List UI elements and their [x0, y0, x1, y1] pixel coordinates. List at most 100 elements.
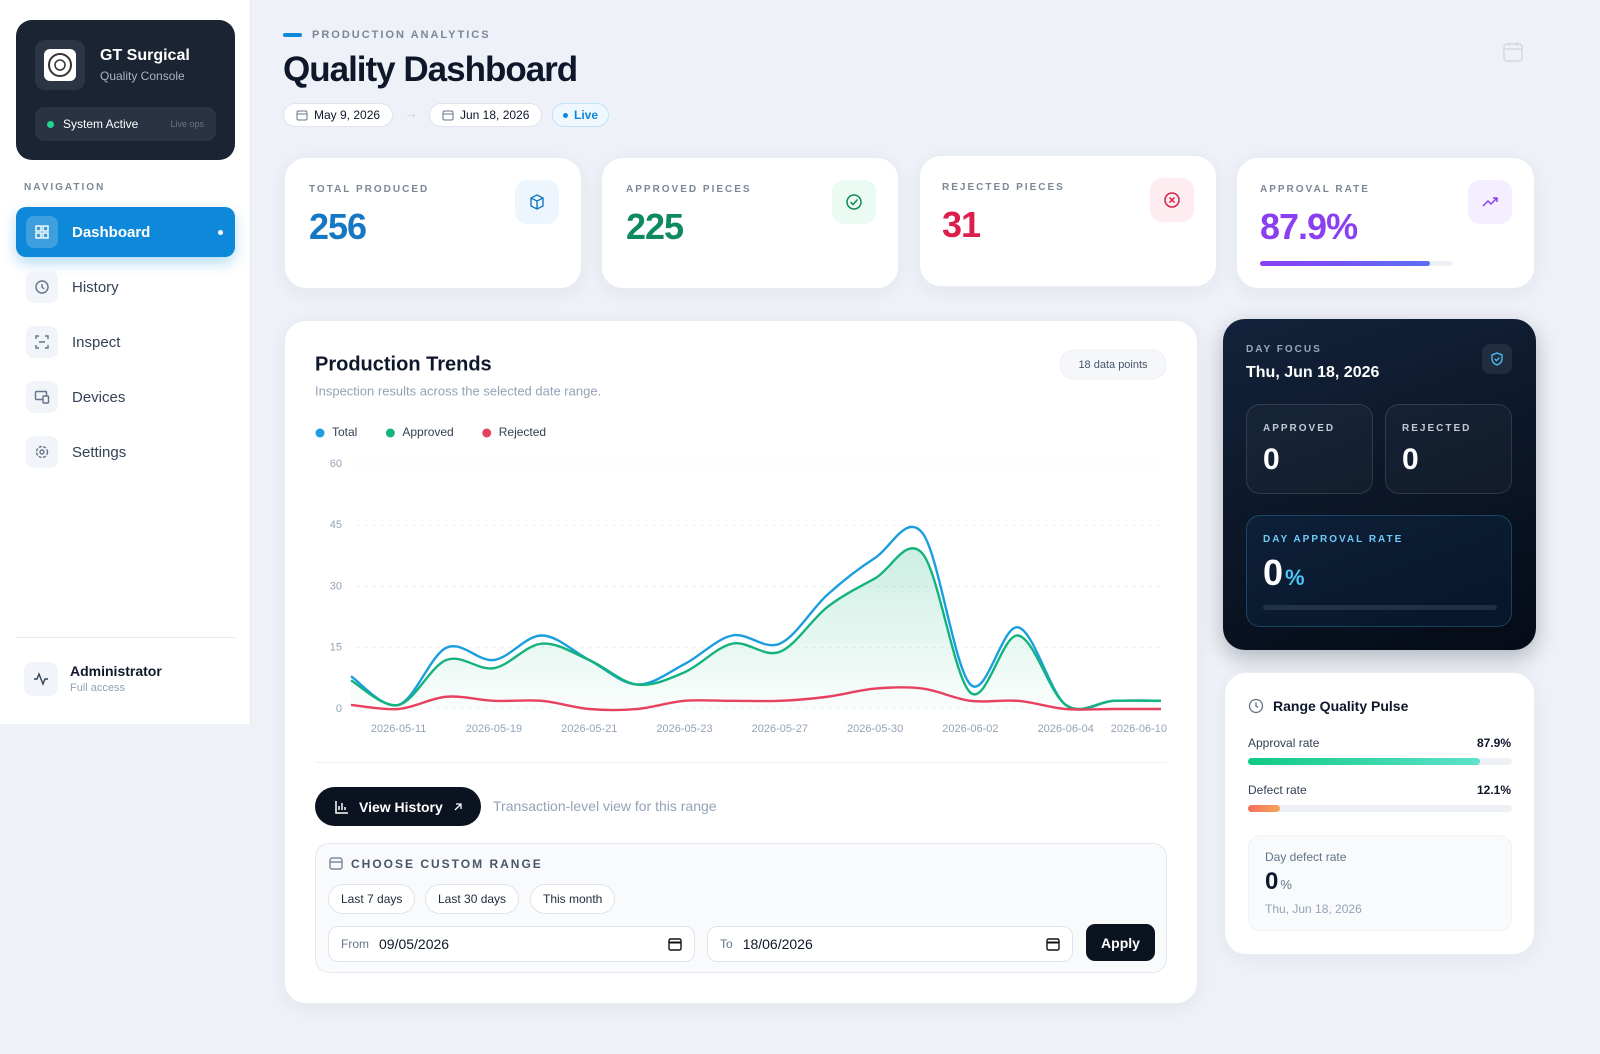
line: [350, 547, 1162, 711]
brand-logo: [35, 40, 85, 90]
metric-value: 12.1%: [1476, 783, 1511, 797]
nav-item[interactable]: Dashboard: [16, 207, 235, 257]
shield-badge: [1482, 344, 1512, 374]
nav-heading: NAVIGATION: [24, 182, 106, 193]
brand-subtitle: Quality Console: [100, 69, 185, 83]
input-value: 09/05/2026: [379, 936, 450, 952]
rate-label: DAY APPROVAL RATE: [1263, 534, 1404, 545]
badge-bg: [1059, 349, 1167, 380]
x-tick-label: 2026-05-19: [466, 723, 522, 735]
nav-item[interactable]: Devices: [16, 372, 235, 422]
box-label: REJECTED: [1402, 423, 1472, 434]
metric-value: 87.9%: [1476, 736, 1511, 750]
y-tick-label: 60: [330, 458, 342, 470]
legend-dot: [315, 428, 325, 438]
brand-name: GT Surgical: [100, 47, 190, 64]
calendar-icon: [668, 938, 682, 951]
preset[interactable]: Last 30 days: [425, 884, 520, 914]
date-to-text: Jun 18, 2026: [460, 108, 530, 122]
date-from[interactable]: May 9, 2026: [283, 103, 394, 127]
kpi-card: TOTAL PRODUCED 256: [284, 157, 582, 289]
user-avatar: [24, 662, 58, 696]
input-label: From: [341, 937, 369, 951]
external-icon: [454, 802, 462, 810]
nav-label: History: [72, 278, 119, 296]
trend-icon: [1482, 197, 1498, 207]
button-label: View History: [359, 798, 443, 815]
kpi-label: APPROVED PIECES: [626, 184, 752, 195]
page-title: Quality Dashboard: [283, 50, 578, 89]
line: [350, 686, 1161, 712]
apply-button[interactable]: Apply: [1086, 924, 1155, 961]
metric-label: Defect rate: [1248, 783, 1307, 797]
x-tick-label: 2026-05-23: [656, 723, 712, 735]
rate-number: 0: [1263, 552, 1284, 593]
y-tick-label: 45: [330, 519, 342, 531]
progress-track: [1248, 758, 1512, 765]
kpi-card: REJECTED PIECES 31: [919, 155, 1217, 287]
user-role: Full access: [70, 682, 126, 694]
kpi-label: REJECTED PIECES: [942, 182, 1065, 193]
chart-title: Production Trends: [315, 353, 492, 375]
rate-box: DAY APPROVAL RATE 0%: [1246, 515, 1512, 627]
kpi-icon: [1468, 180, 1512, 224]
inspect-icon: [35, 335, 49, 349]
kpi-icon: [515, 180, 559, 224]
chart-badge: 18 data points: [1078, 359, 1148, 371]
day-defect-box: Day defect rate 0% Thu, Jun 18, 2026: [1248, 835, 1512, 931]
kpi-value: 256: [309, 206, 367, 247]
kpi-value: 225: [626, 206, 684, 247]
kpi-label: TOTAL PRODUCED: [309, 184, 430, 195]
nav-item[interactable]: Settings: [16, 427, 235, 477]
preset[interactable]: This month: [530, 884, 616, 914]
date-from-text: May 9, 2026: [314, 108, 381, 122]
progress-bar: [1248, 758, 1481, 765]
calendar-button[interactable]: [1502, 41, 1524, 63]
nav-item[interactable]: Inspect: [16, 317, 235, 367]
calendar-icon: [296, 110, 308, 121]
day-defect-label: Day defect rate: [1265, 850, 1347, 864]
x-tick-label: 2026-05-21: [561, 723, 617, 735]
day-defect-value: 0%: [1265, 868, 1292, 896]
live-dot: [563, 112, 568, 118]
calendar-icon: [1046, 938, 1060, 951]
bar-icon: [335, 800, 348, 814]
nav-label: Settings: [72, 443, 127, 461]
y-tick-label: 15: [330, 642, 342, 654]
user-name: Administrator: [70, 663, 162, 679]
progress-bar: [1248, 805, 1280, 812]
history-note: Transaction-level view for this range: [493, 798, 717, 814]
x-tick-label: 2026-06-10: [1111, 723, 1167, 735]
eyebrow-bar: [283, 33, 302, 37]
y-tick-label: 30: [330, 580, 342, 592]
view-history-button[interactable]: View History: [315, 787, 481, 826]
y-tick-label: 0: [336, 703, 342, 715]
kpi-value: 31: [942, 204, 981, 245]
from-input[interactable]: From 09/05/2026: [328, 926, 695, 962]
kpi-icon: [1150, 178, 1194, 222]
status-note: Live ops: [170, 119, 204, 129]
x-tick-label: 2026-06-04: [1038, 723, 1094, 735]
check-icon: [846, 194, 862, 210]
x-tick-label: 2026-05-30: [847, 723, 903, 735]
date-to[interactable]: Jun 18, 2026: [429, 103, 543, 127]
to-input[interactable]: To 18/06/2026: [707, 926, 1073, 962]
input-label: To: [720, 937, 733, 951]
chart-subtitle: Inspection results across the selected d…: [315, 383, 601, 398]
trend-chart: Production Trends Inspection results acr…: [315, 349, 1167, 735]
sidebar: GT Surgical Quality Console System Activ…: [0, 0, 251, 724]
divider: [315, 762, 1167, 763]
rate-unit: %: [1285, 565, 1305, 590]
progress-track: [1260, 261, 1453, 266]
kpi-label: APPROVAL RATE: [1260, 184, 1370, 195]
brand-card: GT Surgical Quality Console System Activ…: [16, 20, 235, 160]
nav-label: Inspect: [72, 333, 121, 351]
legend-label: Approved: [402, 425, 453, 439]
status: System Active Live ops: [35, 107, 216, 141]
x-tick-label: 2026-05-11: [371, 723, 426, 735]
rate-value: 0%: [1263, 552, 1305, 594]
preset[interactable]: Last 7 days: [328, 884, 416, 914]
day-label: DAY FOCUS: [1246, 344, 1322, 355]
nav-item[interactable]: History: [16, 262, 235, 312]
